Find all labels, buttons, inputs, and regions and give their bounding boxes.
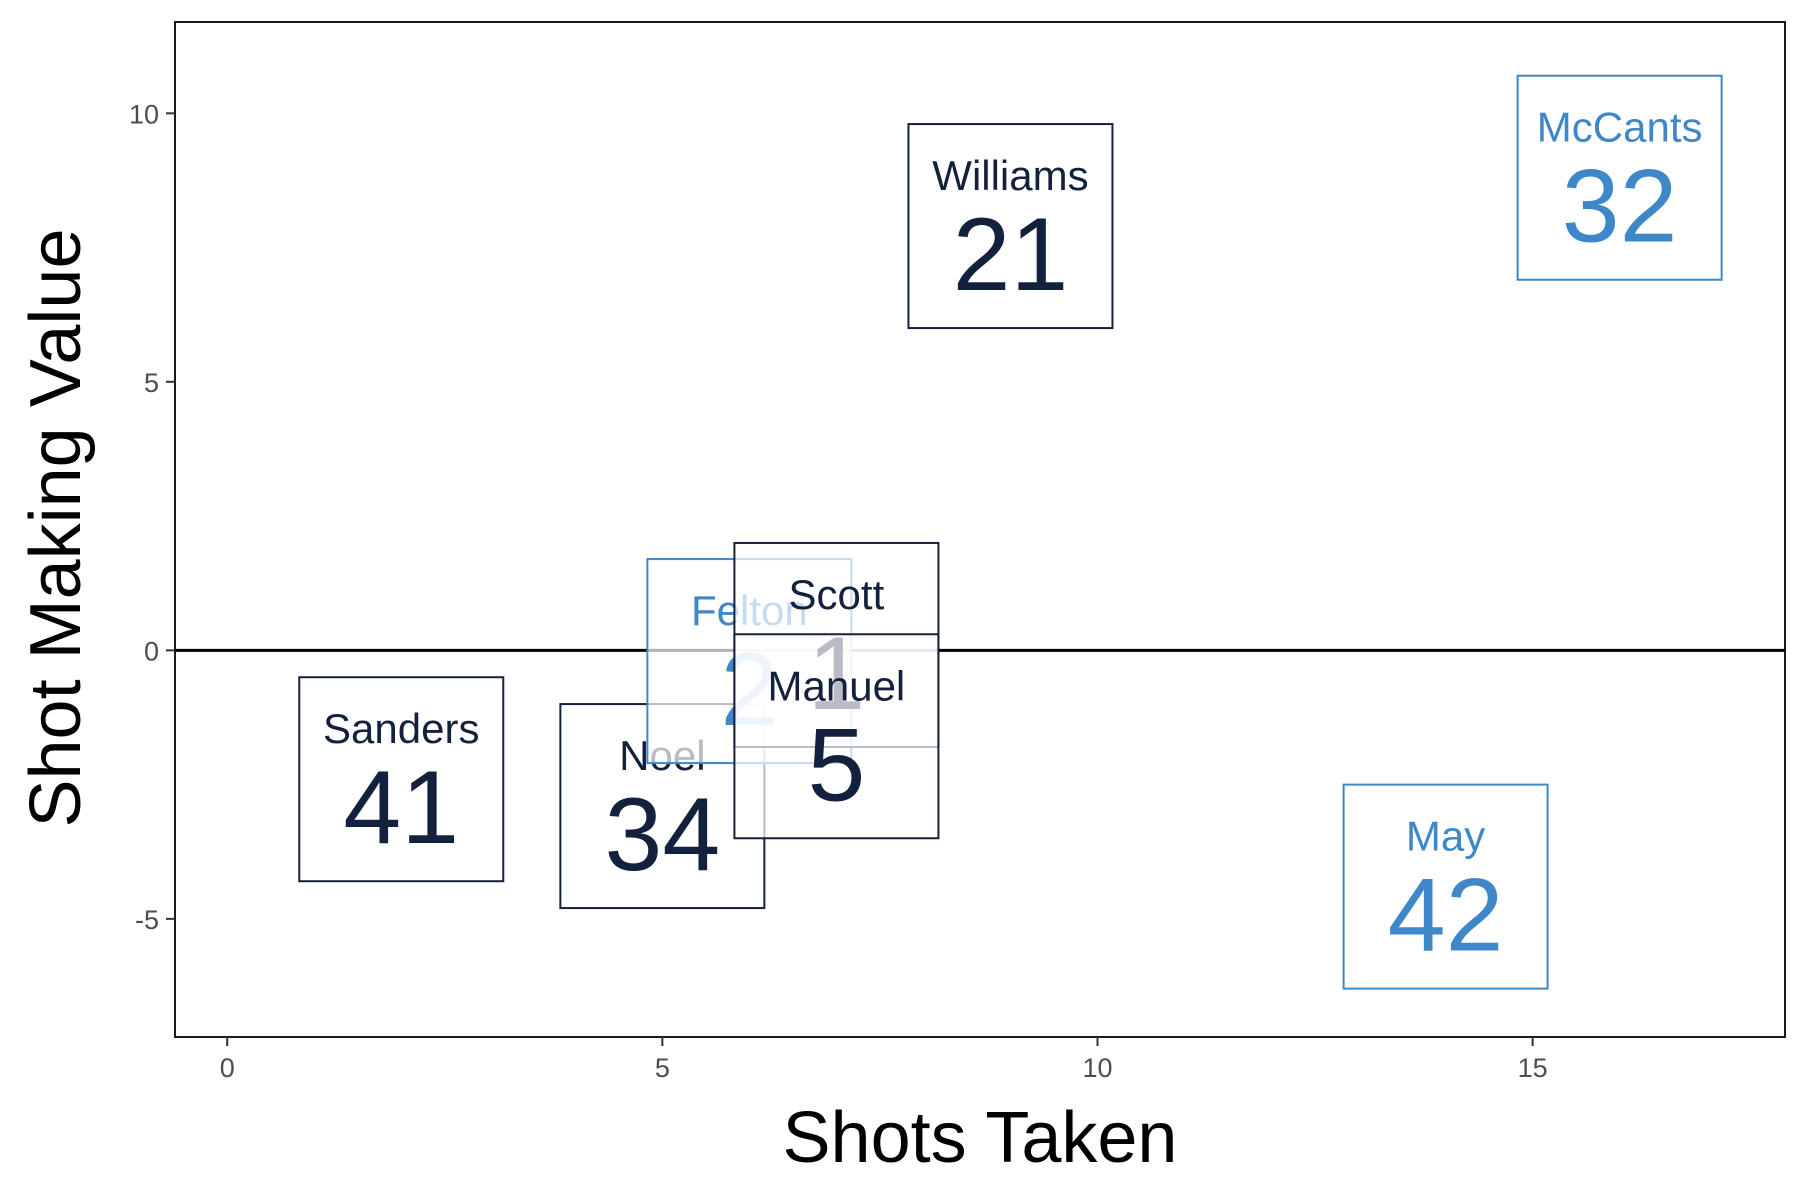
player-name-label: Williams [932,152,1088,199]
player-box [298,676,505,883]
player-number-label: 21 [953,197,1069,313]
player-name-label: McCants [1537,104,1703,151]
player-name-label: Scott [789,571,885,618]
player-number-label: 5 [807,707,865,823]
x-tick-label: 15 [1518,1053,1548,1083]
x-tick-label: 0 [220,1053,235,1083]
y-tick-label: 10 [129,99,159,129]
y-axis-title: Shot Making Value [16,228,96,827]
y-tick-label: 5 [144,368,159,398]
player-name-label: Manuel [768,662,906,709]
y-tick-label: 0 [144,636,159,666]
player-name-label: Sanders [323,705,479,752]
player-name-label: May [1406,813,1485,860]
x-tick-label: 5 [655,1053,670,1083]
y-axis: -5 0 5 10 [129,99,175,935]
player-number-label: 42 [1388,858,1504,974]
x-tick-label: 10 [1082,1053,1112,1083]
player-box [733,633,940,840]
x-axis: 0 5 10 15 [220,1037,1548,1083]
x-axis-title: Shots Taken [783,1098,1178,1178]
y-tick-label: -5 [135,905,159,935]
player-number-label: 32 [1562,149,1678,265]
player-points: Sanders41Noel34Felton2Scott1Manuel5Willi… [298,74,1723,990]
player-number-label: 34 [605,777,721,893]
player-box [907,123,1114,330]
player-box [1516,74,1723,281]
player-number-label: 41 [343,750,459,866]
player-box [1342,783,1549,990]
